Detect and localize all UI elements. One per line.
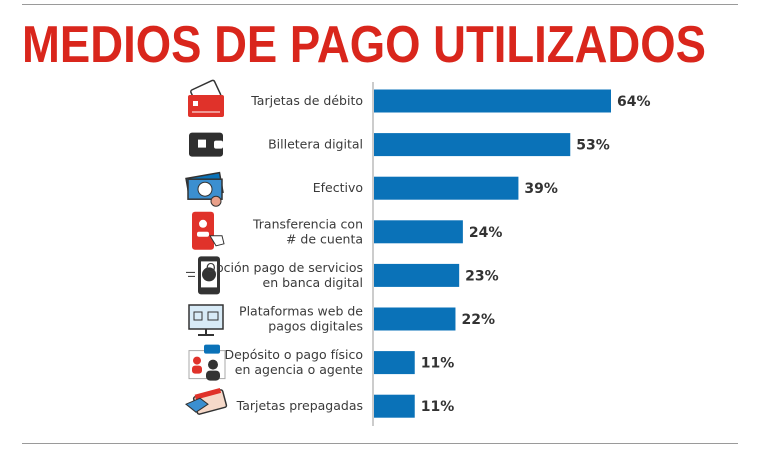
bar [374, 307, 456, 331]
agent-icon [188, 344, 226, 381]
bar [374, 220, 463, 244]
bar [374, 394, 415, 418]
bar [374, 89, 611, 113]
category-label: Tarjetas de débito [250, 93, 363, 108]
category-label: Efectivo [313, 180, 363, 195]
value-label: 11% [421, 399, 455, 415]
debit-card-icon [188, 79, 224, 117]
prepaid-card-icon [185, 388, 228, 415]
value-label: 22% [461, 312, 495, 328]
phone-transfer-icon [192, 211, 225, 250]
category-label: # de cuenta [286, 231, 363, 246]
category-label: Depósito o pago físico [224, 347, 363, 362]
bar [374, 176, 519, 200]
bottom-rule [22, 443, 738, 444]
title-text: MEDIOS DE PAGO UTILIZADOS [22, 16, 706, 68]
category-label: Opción pago de servicios [206, 260, 363, 275]
chart-row: Tarjetas de débito 64% [188, 79, 651, 117]
chart-row: Tarjetas prepagadas 11% [185, 388, 455, 418]
category-label: Tarjetas prepagadas [236, 398, 363, 413]
value-label: 64% [617, 94, 651, 110]
cash-icon [185, 171, 224, 207]
chart-row: Transferencia con# de cuenta 24% [192, 211, 503, 250]
value-label: 53% [576, 138, 610, 154]
category-label: Transferencia con [252, 216, 363, 231]
value-label: 11% [421, 356, 455, 372]
web-platform-icon [188, 304, 224, 336]
category-label: en agencia o agente [235, 362, 364, 377]
bar [374, 263, 460, 287]
phone-payment-icon [186, 256, 220, 295]
category-label: pagos digitales [268, 319, 363, 334]
chart-title: MEDIOS DE PAGO UTILIZADOS [22, 16, 706, 68]
chart-row: Efectivo 39% [185, 171, 558, 207]
bar [374, 133, 571, 157]
category-label: Plataformas web de [239, 304, 363, 319]
category-label: en banca digital [263, 275, 363, 290]
top-rule [22, 4, 738, 5]
bar [374, 351, 415, 375]
value-label: 23% [465, 268, 499, 284]
chart-row: Billetera digital 53% [189, 132, 610, 157]
category-label: Billetera digital [268, 137, 363, 152]
digital-wallet-icon [189, 132, 223, 157]
value-label: 39% [524, 181, 558, 197]
value-label: 24% [469, 225, 503, 241]
